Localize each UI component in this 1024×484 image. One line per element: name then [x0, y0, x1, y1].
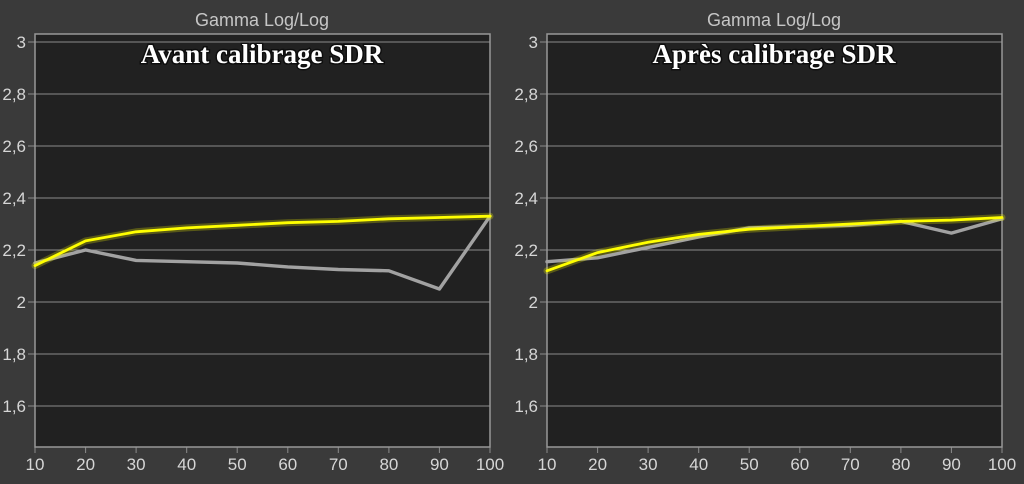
x-tick-label: 60 — [278, 455, 297, 474]
chart-header-title: Gamma Log/Log — [195, 10, 329, 30]
y-tick-label: 2 — [17, 293, 26, 312]
x-tick-label: 90 — [430, 455, 449, 474]
chart-inner-title: Après calibrage SDR — [653, 39, 896, 69]
plot-background — [547, 34, 1002, 447]
y-tick-label: 2 — [529, 293, 538, 312]
reference-line — [33, 214, 492, 268]
plot-frame — [546, 33, 1003, 448]
measured-line — [33, 214, 492, 291]
y-tick-label: 2,2 — [514, 241, 538, 260]
y-tick-label: 1,8 — [2, 345, 26, 364]
x-tick-label: 30 — [639, 455, 658, 474]
x-tick-label: 50 — [740, 455, 759, 474]
x-tick-label: 70 — [841, 455, 860, 474]
y-tick-label: 1,6 — [514, 397, 538, 416]
plot-background — [35, 34, 490, 447]
y-tick-label: 1,6 — [2, 397, 26, 416]
x-tick-label: 10 — [26, 455, 45, 474]
x-tick-label: 20 — [588, 455, 607, 474]
chart-header-title: Gamma Log/Log — [707, 10, 841, 30]
plot-area-avant: 3 2,8 2,6 2,4 2,2 2 1,8 1,6 10 20 30 40 50 60 70 80 90 10… — [2, 33, 504, 474]
reference-line — [545, 216, 1004, 273]
y-tick-label: 2,6 — [514, 137, 538, 156]
y-tick-label: 2,4 — [2, 189, 26, 208]
x-tick-label: 60 — [790, 455, 809, 474]
chart-inner-title: Avant calibrage SDR — [141, 39, 384, 69]
y-tick-label: 3 — [529, 33, 538, 52]
gamma-chart-avant: 3 2,8 2,6 2,4 2,2 2 1,8 1,6 10 20 30 40 50 60 70 80 90 10… — [2, 10, 504, 474]
x-tick-label: 20 — [76, 455, 95, 474]
y-tick-label: 2,4 — [514, 189, 538, 208]
x-tick-label: 80 — [379, 455, 398, 474]
x-tick-label: 100 — [476, 455, 504, 474]
x-tick-label: 80 — [891, 455, 910, 474]
x-tick-label: 90 — [942, 455, 961, 474]
y-tick-label: 2,8 — [2, 85, 26, 104]
x-tick-label: 50 — [228, 455, 247, 474]
y-tick-label: 1,8 — [514, 345, 538, 364]
x-tick-label: 100 — [988, 455, 1016, 474]
x-tick-label: 40 — [177, 455, 196, 474]
y-tick-label: 2,2 — [2, 241, 26, 260]
chart-panel-avant: 3 2,8 2,6 2,4 2,2 2 1,8 1,6 10 20 30 40 50 60 70 80 90 10… — [2, 10, 504, 474]
gamma-chart-apres: 3 2,8 2,6 2,4 2,2 2 1,8 1,6 10 20 30 40 50 60 70 80 90 10… — [514, 10, 1016, 474]
y-tick-label: 3 — [17, 33, 26, 52]
plot-frame — [34, 33, 491, 448]
plot-area-apres: 3 2,8 2,6 2,4 2,2 2 1,8 1,6 10 20 30 40 50 60 70 80 90 10… — [514, 33, 1016, 474]
x-tick-label: 70 — [329, 455, 348, 474]
y-tick-label: 2,6 — [2, 137, 26, 156]
chart-panel-apres: 3 2,8 2,6 2,4 2,2 2 1,8 1,6 10 20 30 40 50 60 70 80 90 10… — [512, 0, 1024, 484]
x-tick-label: 10 — [538, 455, 557, 474]
y-tick-label: 2,8 — [514, 85, 538, 104]
x-tick-label: 40 — [689, 455, 708, 474]
x-tick-label: 30 — [127, 455, 146, 474]
